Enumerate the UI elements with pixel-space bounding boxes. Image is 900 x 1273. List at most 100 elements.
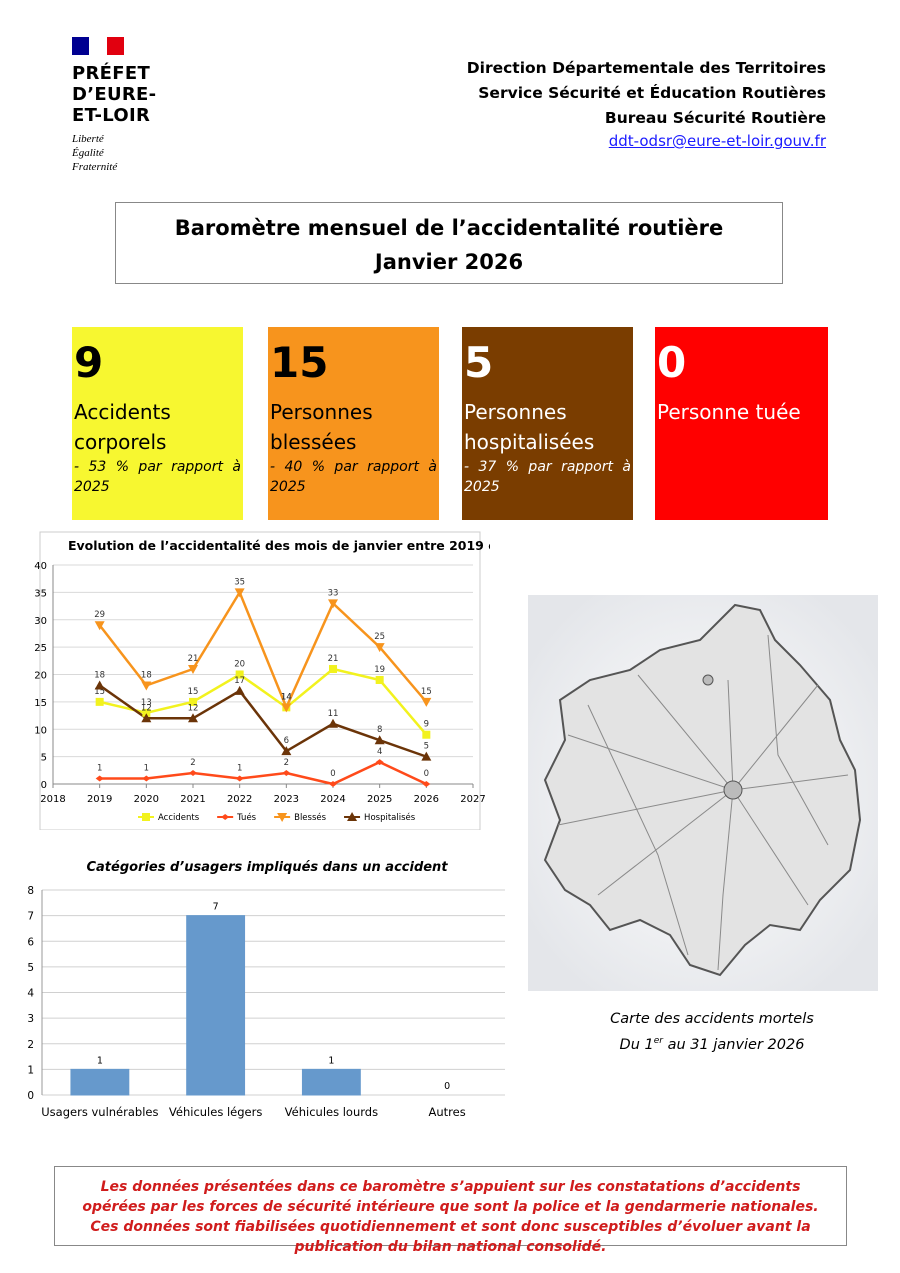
kpi-number: 9 (74, 338, 104, 387)
bar (186, 915, 246, 1096)
y-tick-label: 0 (27, 1090, 34, 1102)
point (421, 751, 432, 761)
y-tick-label: 8 (27, 885, 34, 897)
point (189, 770, 197, 777)
point (375, 675, 384, 684)
point (282, 770, 291, 777)
motto: Égalité (72, 147, 104, 159)
y-tick-label: 5 (41, 753, 47, 764)
data-label: 15 (188, 687, 199, 697)
data-label: 1 (237, 764, 242, 774)
data-label: 0 (424, 769, 429, 779)
x-tick-label: Usagers vulnérables (41, 1105, 158, 1119)
caption-text: Du 1 (619, 1036, 654, 1053)
service-line: Bureau Sécurité Routière (604, 109, 826, 127)
y-tick-label: 2 (27, 1039, 34, 1051)
logo-line: D’EURE- (72, 84, 157, 105)
data-label: 14 (281, 692, 292, 702)
caption-line: Carte des accidents mortels (610, 1011, 814, 1027)
kpi-label: Personne tuée (657, 400, 801, 424)
x-tick-label: Véhicules lourds (285, 1105, 378, 1119)
point (235, 775, 244, 782)
caption-line: Du 1er au 31 janvier 2026 (560, 1030, 864, 1056)
x-tick-label: 2027 (460, 794, 485, 805)
motto: Fraternité (72, 161, 118, 173)
x-tick-label: Véhicules légers (169, 1105, 262, 1119)
data-label: 21 (328, 654, 339, 664)
point (188, 713, 198, 723)
caption-sup: er (653, 1036, 663, 1046)
data-label: 15 (94, 687, 105, 697)
kpi-label: Personnes blessées (270, 400, 373, 454)
chart-title: Evolution de l’accidentalité des mois de… (68, 538, 490, 553)
data-label: 20 (234, 660, 245, 670)
bar (301, 1068, 361, 1096)
point (374, 735, 385, 745)
series-line (99, 667, 428, 736)
flag (72, 37, 124, 55)
point (141, 713, 152, 723)
y-tick-label: 5 (27, 962, 34, 974)
x-tick-label: 2023 (274, 794, 299, 805)
legend-label: Accidents (158, 813, 200, 823)
service-line: Direction Départementale des Territoires (466, 59, 826, 77)
point (95, 775, 104, 782)
data-label: 12 (188, 703, 199, 713)
kpi-comparison: - 37 % par rapport à 2025 (464, 459, 631, 495)
x-tick-label: 2026 (414, 794, 439, 805)
legend-marker (277, 813, 288, 822)
chart-frame (39, 531, 481, 830)
data-label: 1 (328, 1055, 334, 1066)
kpi-number: 5 (464, 338, 494, 387)
y-tick-label: 1 (27, 1064, 34, 1076)
legend-label: Blessés (294, 812, 327, 823)
series-line (99, 760, 427, 786)
map (528, 595, 878, 991)
kpi-comparison: - 40 % par rapport à 2025 (270, 459, 437, 495)
logo-line: PRÉFET (72, 63, 151, 84)
data-label: 2 (190, 758, 195, 768)
point (142, 775, 151, 782)
x-tick-label: 2024 (320, 794, 345, 805)
y-tick-label: 7 (27, 911, 34, 923)
point (94, 621, 105, 631)
point (374, 643, 385, 653)
y-tick-label: 6 (27, 936, 34, 948)
x-tick-label: 2025 (367, 794, 392, 805)
legend-marker (347, 812, 358, 821)
kpi-label: Accidents corporels (74, 400, 171, 454)
point (141, 681, 152, 691)
email-link[interactable]: ddt-odsr@eure-et-loir.gouv.fr (608, 132, 826, 150)
bar-chart: Catégories d’usagers impliqués dans un a… (27, 860, 505, 1119)
chart-title: Catégories d’usagers impliqués dans un a… (86, 860, 448, 875)
kpi-comparison: - 53 % par rapport à 2025 (74, 459, 241, 495)
kpi-label: Personnes hospitalisées (464, 400, 595, 454)
point (188, 665, 198, 675)
series-line (98, 589, 428, 711)
y-tick-label: 3 (27, 1013, 34, 1025)
data-label: 1 (97, 764, 102, 774)
x-tick-label: 2022 (227, 794, 252, 805)
x-tick-label: 2020 (134, 794, 159, 805)
x-tick-label: 2018 (40, 794, 65, 805)
data-label: 14 (281, 692, 292, 702)
kpi-box: 0 Personne tuée (655, 327, 828, 520)
data-label: 17 (234, 676, 245, 686)
title-line: Baromètre mensuel de l’accidentalité rou… (174, 216, 724, 240)
point (422, 781, 431, 787)
point (189, 697, 197, 706)
title-line: Janvier 2026 (374, 250, 524, 274)
map-caption: Carte des accidents mortels Du 1er au 31… (560, 1008, 864, 1056)
data-label: 8 (377, 725, 382, 735)
point (281, 746, 292, 756)
y-tick-label: 10 (34, 725, 47, 736)
y-tick-label: 25 (34, 643, 47, 654)
data-label: 15 (421, 687, 432, 697)
data-label: 0 (444, 1081, 450, 1092)
y-tick-label: 35 (34, 588, 47, 599)
y-tick-label: 15 (34, 698, 47, 709)
point (329, 665, 337, 674)
y-tick-label: 30 (34, 616, 47, 627)
logo: PRÉFET D’EURE- ET-LOIR Liberté Égalité F… (72, 63, 156, 174)
y-tick-label: 0 (41, 780, 47, 791)
